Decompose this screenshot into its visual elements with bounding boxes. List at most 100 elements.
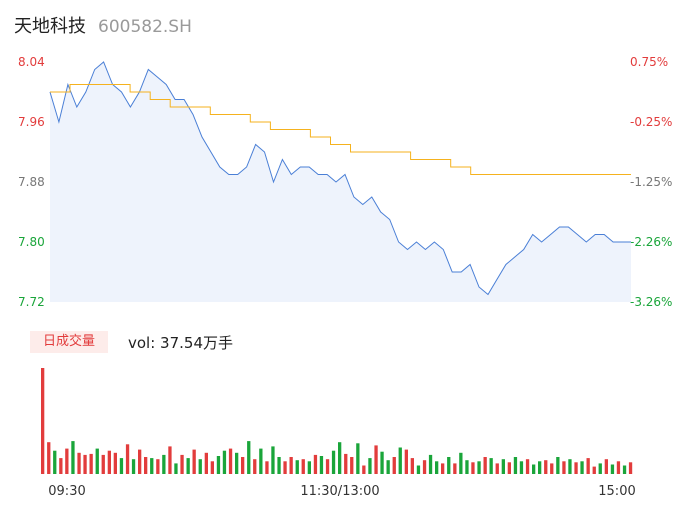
volume-bar [350, 457, 354, 474]
y-tick-label-left: 7.96 [18, 115, 45, 129]
volume-bar [107, 450, 111, 474]
time-axis: 09:30 11:30/13:00 15:00 [48, 484, 635, 499]
volume-readout: vol: 37.54万手 [128, 334, 233, 352]
volume-bar [386, 460, 390, 474]
volume-bar [441, 463, 445, 474]
volume-bar [380, 451, 384, 474]
volume-bar [598, 463, 602, 474]
volume-bar [325, 459, 330, 474]
volume-tag[interactable]: 日成交量 [30, 331, 108, 353]
volume-bar [368, 458, 372, 474]
y-tick-label-right: -3.26% [630, 295, 672, 309]
volume-bar [616, 461, 621, 474]
volume-bar [495, 463, 499, 474]
volume-bar [253, 459, 257, 474]
volume-bar [198, 459, 202, 474]
volume-bar [89, 453, 93, 474]
volume-bar [586, 458, 590, 474]
volume-bar [174, 463, 178, 474]
volume-bar [459, 452, 463, 474]
volume-bar [477, 461, 481, 474]
volume-bar [471, 462, 475, 474]
volume-bar [398, 447, 402, 474]
volume-bar [162, 454, 166, 474]
volume-bar [410, 458, 414, 474]
volume-bar [119, 458, 124, 474]
y-tick-label-left: 7.80 [18, 235, 45, 249]
volume-panel [41, 368, 633, 474]
volume-bar [95, 448, 99, 474]
volume-bar [465, 460, 469, 474]
volume-bar [131, 459, 136, 474]
y-tick-label-right: -1.25% [630, 175, 672, 189]
volume-bar [289, 457, 293, 474]
volume-bar [113, 452, 117, 474]
volume-bar [519, 461, 524, 474]
volume-bar [241, 457, 245, 474]
volume-bar [228, 448, 233, 474]
volume-bar [83, 454, 87, 474]
volume-bar [622, 465, 627, 474]
volume-bar [101, 454, 105, 474]
volume-bar [150, 458, 154, 474]
volume-bar [41, 368, 45, 474]
volume-bar [544, 460, 548, 474]
price-panel: 8.04 0.75% 7.96 -0.25% 7.88 -1.25% 7.80 -2.26% 7… [18, 55, 672, 309]
volume-bar [144, 457, 148, 474]
volume-bar [71, 441, 75, 474]
volume-bar [222, 450, 227, 474]
volume-bar [416, 465, 421, 474]
volume-bar [59, 458, 63, 474]
volume-bar [180, 454, 184, 474]
volume-bar [265, 461, 269, 474]
volume-bar [501, 459, 505, 474]
stock-title: 天地科技 600582.SH [14, 12, 192, 38]
x-tick-label: 11:30/13:00 [300, 484, 379, 499]
volume-bar [65, 448, 69, 474]
x-tick-label: 15:00 [598, 484, 635, 499]
volume-bar [186, 458, 190, 474]
volume-bar [210, 461, 214, 474]
volume-bar [483, 457, 487, 474]
volume-bar [271, 446, 275, 474]
volume-bar [489, 458, 493, 474]
volume-bar [356, 443, 360, 474]
volume-bar [313, 454, 318, 474]
volume-bar [247, 441, 251, 474]
volume-bar [156, 459, 160, 474]
volume-bar [507, 462, 511, 474]
volume-bar [77, 452, 81, 474]
volume-bar [525, 459, 530, 474]
x-tick-label: 09:30 [48, 484, 85, 499]
volume-bar [392, 457, 396, 474]
volume-bar [568, 459, 572, 474]
volume-bar [301, 459, 305, 474]
stock-name: 天地科技 [14, 16, 86, 37]
volume-bar [192, 449, 196, 474]
volume-bar [259, 448, 263, 474]
volume-bar [422, 460, 427, 474]
y-tick-label-right: -2.26% [630, 235, 672, 249]
volume-bar [574, 462, 578, 474]
y-tick-label-right: -0.25% [630, 115, 672, 129]
volume-bar [319, 456, 324, 474]
y-tick-label-left: 8.04 [18, 55, 45, 69]
volume-bar [562, 461, 566, 474]
y-tick-label-right: 0.75% [630, 55, 668, 69]
volume-bar [283, 461, 287, 474]
volume-bar [513, 457, 518, 474]
volume-bar [628, 462, 633, 474]
volume-bar [235, 452, 239, 474]
stock-code: 600582.SH [98, 17, 192, 37]
volume-bar [168, 446, 172, 474]
volume-bar [374, 445, 378, 474]
volume-bar [344, 453, 348, 474]
price-area [50, 62, 631, 302]
y-tick-label-left: 7.88 [18, 175, 45, 189]
volume-bar [216, 456, 221, 474]
volume-bar [331, 450, 336, 474]
volume-bar [125, 444, 130, 474]
volume-bar [556, 457, 560, 474]
volume-bar [47, 442, 51, 474]
